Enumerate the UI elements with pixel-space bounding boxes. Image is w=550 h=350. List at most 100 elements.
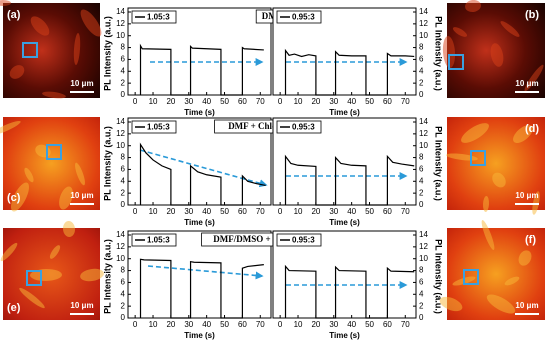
texture [0, 120, 21, 136]
x-tick-label: 30 [184, 97, 193, 106]
x-tick-label: 70 [401, 97, 410, 106]
panel-label: (a) [7, 9, 21, 21]
x-tick-label: 40 [347, 320, 356, 329]
texture [75, 162, 85, 186]
chart-title: DMF + Chlorobenzene [228, 121, 316, 131]
texture [518, 250, 532, 266]
x-axis-label: Time (s) [329, 331, 360, 340]
roi-box [26, 270, 42, 286]
texture [524, 64, 544, 92]
x-tick-label: 10 [149, 97, 158, 106]
x-tick-label: 40 [202, 97, 211, 106]
texture [24, 167, 34, 183]
y-tick-label: 2 [419, 188, 424, 197]
scale-text: 10 μm [515, 301, 538, 310]
pl-trace [284, 154, 415, 206]
x-tick-label: 60 [238, 320, 247, 329]
legend-label: 1.05:3 [147, 13, 170, 22]
y-tick-label: 12 [419, 242, 428, 251]
y-tick-label: 0 [121, 313, 126, 322]
y-tick-label: 10 [116, 254, 125, 263]
x-axis-label: Time (s) [184, 218, 215, 227]
x-tick-label: 70 [256, 320, 265, 329]
scale-text: 10 μm [70, 79, 93, 88]
y-tick-label: 8 [121, 153, 126, 162]
y-tick-label: 6 [121, 55, 126, 64]
texture [42, 91, 66, 99]
x-tick-label: 40 [347, 207, 356, 216]
texture [482, 196, 490, 212]
y-axis-label: PL Intensity (a.u.) [102, 239, 112, 314]
texture [62, 221, 76, 237]
legend-box [131, 233, 177, 247]
x-tick-label: 60 [238, 207, 247, 216]
y-tick-label: 14 [419, 7, 428, 16]
x-tick-label: 20 [311, 97, 320, 106]
y-tick-label: 0 [121, 90, 126, 99]
y-tick-label: 4 [419, 176, 424, 185]
y-tick-label: 14 [419, 230, 428, 239]
x-tick-label: 20 [311, 320, 320, 329]
x-tick-label: 50 [365, 97, 374, 106]
y-tick-label: 12 [419, 19, 428, 28]
legend-box [276, 233, 322, 247]
y-axis-label: PL Intensity (a.u.) [434, 239, 444, 314]
x-tick-label: 60 [383, 320, 392, 329]
x-tick-label: 20 [311, 207, 320, 216]
x-tick-label: 0 [133, 207, 138, 216]
texture [504, 276, 520, 286]
texture [73, 33, 81, 65]
scale-text: 10 μm [70, 191, 93, 200]
texture [0, 0, 11, 6]
x-tick-label: 10 [149, 320, 158, 329]
x-tick-label: 20 [166, 207, 175, 216]
texture [452, 27, 468, 37]
pl-trace [284, 48, 415, 96]
y-axis-label: PL Intensity (a.u.) [434, 126, 444, 201]
x-axis-label: Time (s) [184, 108, 215, 117]
x-tick-label: 60 [383, 97, 392, 106]
x-axis-label: Time (s) [329, 108, 360, 117]
y-tick-label: 6 [121, 278, 126, 287]
y-tick-label: 4 [419, 289, 424, 298]
panel-label: (f) [525, 234, 536, 246]
y-tick-label: 12 [116, 242, 125, 251]
roi-box [463, 269, 479, 285]
panel-label: (e) [7, 302, 21, 314]
y-tick-label: 0 [121, 200, 126, 209]
trend-arrow [147, 265, 264, 280]
y-tick-label: 0 [419, 90, 424, 99]
x-tick-label: 10 [294, 207, 303, 216]
y-axis-label: PL Intensity (a.u.) [434, 16, 444, 91]
texture [9, 65, 25, 79]
x-tick-label: 40 [202, 320, 211, 329]
x-tick-label: 10 [149, 207, 158, 216]
x-tick-label: 10 [294, 320, 303, 329]
texture [461, 123, 489, 143]
x-tick-label: 0 [278, 320, 283, 329]
x-tick-label: 40 [202, 207, 211, 216]
x-tick-label: 70 [401, 207, 410, 216]
panel-label: (c) [7, 192, 21, 204]
y-tick-label: 2 [419, 78, 424, 87]
texture [486, 294, 516, 314]
x-tick-label: 30 [184, 207, 193, 216]
y-tick-label: 2 [419, 301, 424, 310]
legend-label: 0.95:3 [292, 236, 315, 245]
texture [465, 0, 481, 13]
legend-box [276, 10, 322, 24]
x-axis-label: Time (s) [184, 331, 215, 340]
y-tick-label: 4 [121, 289, 126, 298]
texture [439, 296, 463, 312]
x-tick-label: 20 [166, 97, 175, 106]
y-tick-label: 14 [419, 117, 428, 126]
y-tick-label: 2 [121, 301, 126, 310]
texture [513, 125, 533, 143]
y-tick-label: 12 [116, 19, 125, 28]
texture [442, 36, 456, 68]
roi-box [46, 144, 62, 160]
x-tick-label: 50 [220, 207, 229, 216]
chart-title: DMF/DMSO + Chlorobenzene [213, 234, 330, 244]
y-tick-label: 2 [121, 78, 126, 87]
y-axis-label: PL Intensity (a.u.) [102, 16, 112, 91]
